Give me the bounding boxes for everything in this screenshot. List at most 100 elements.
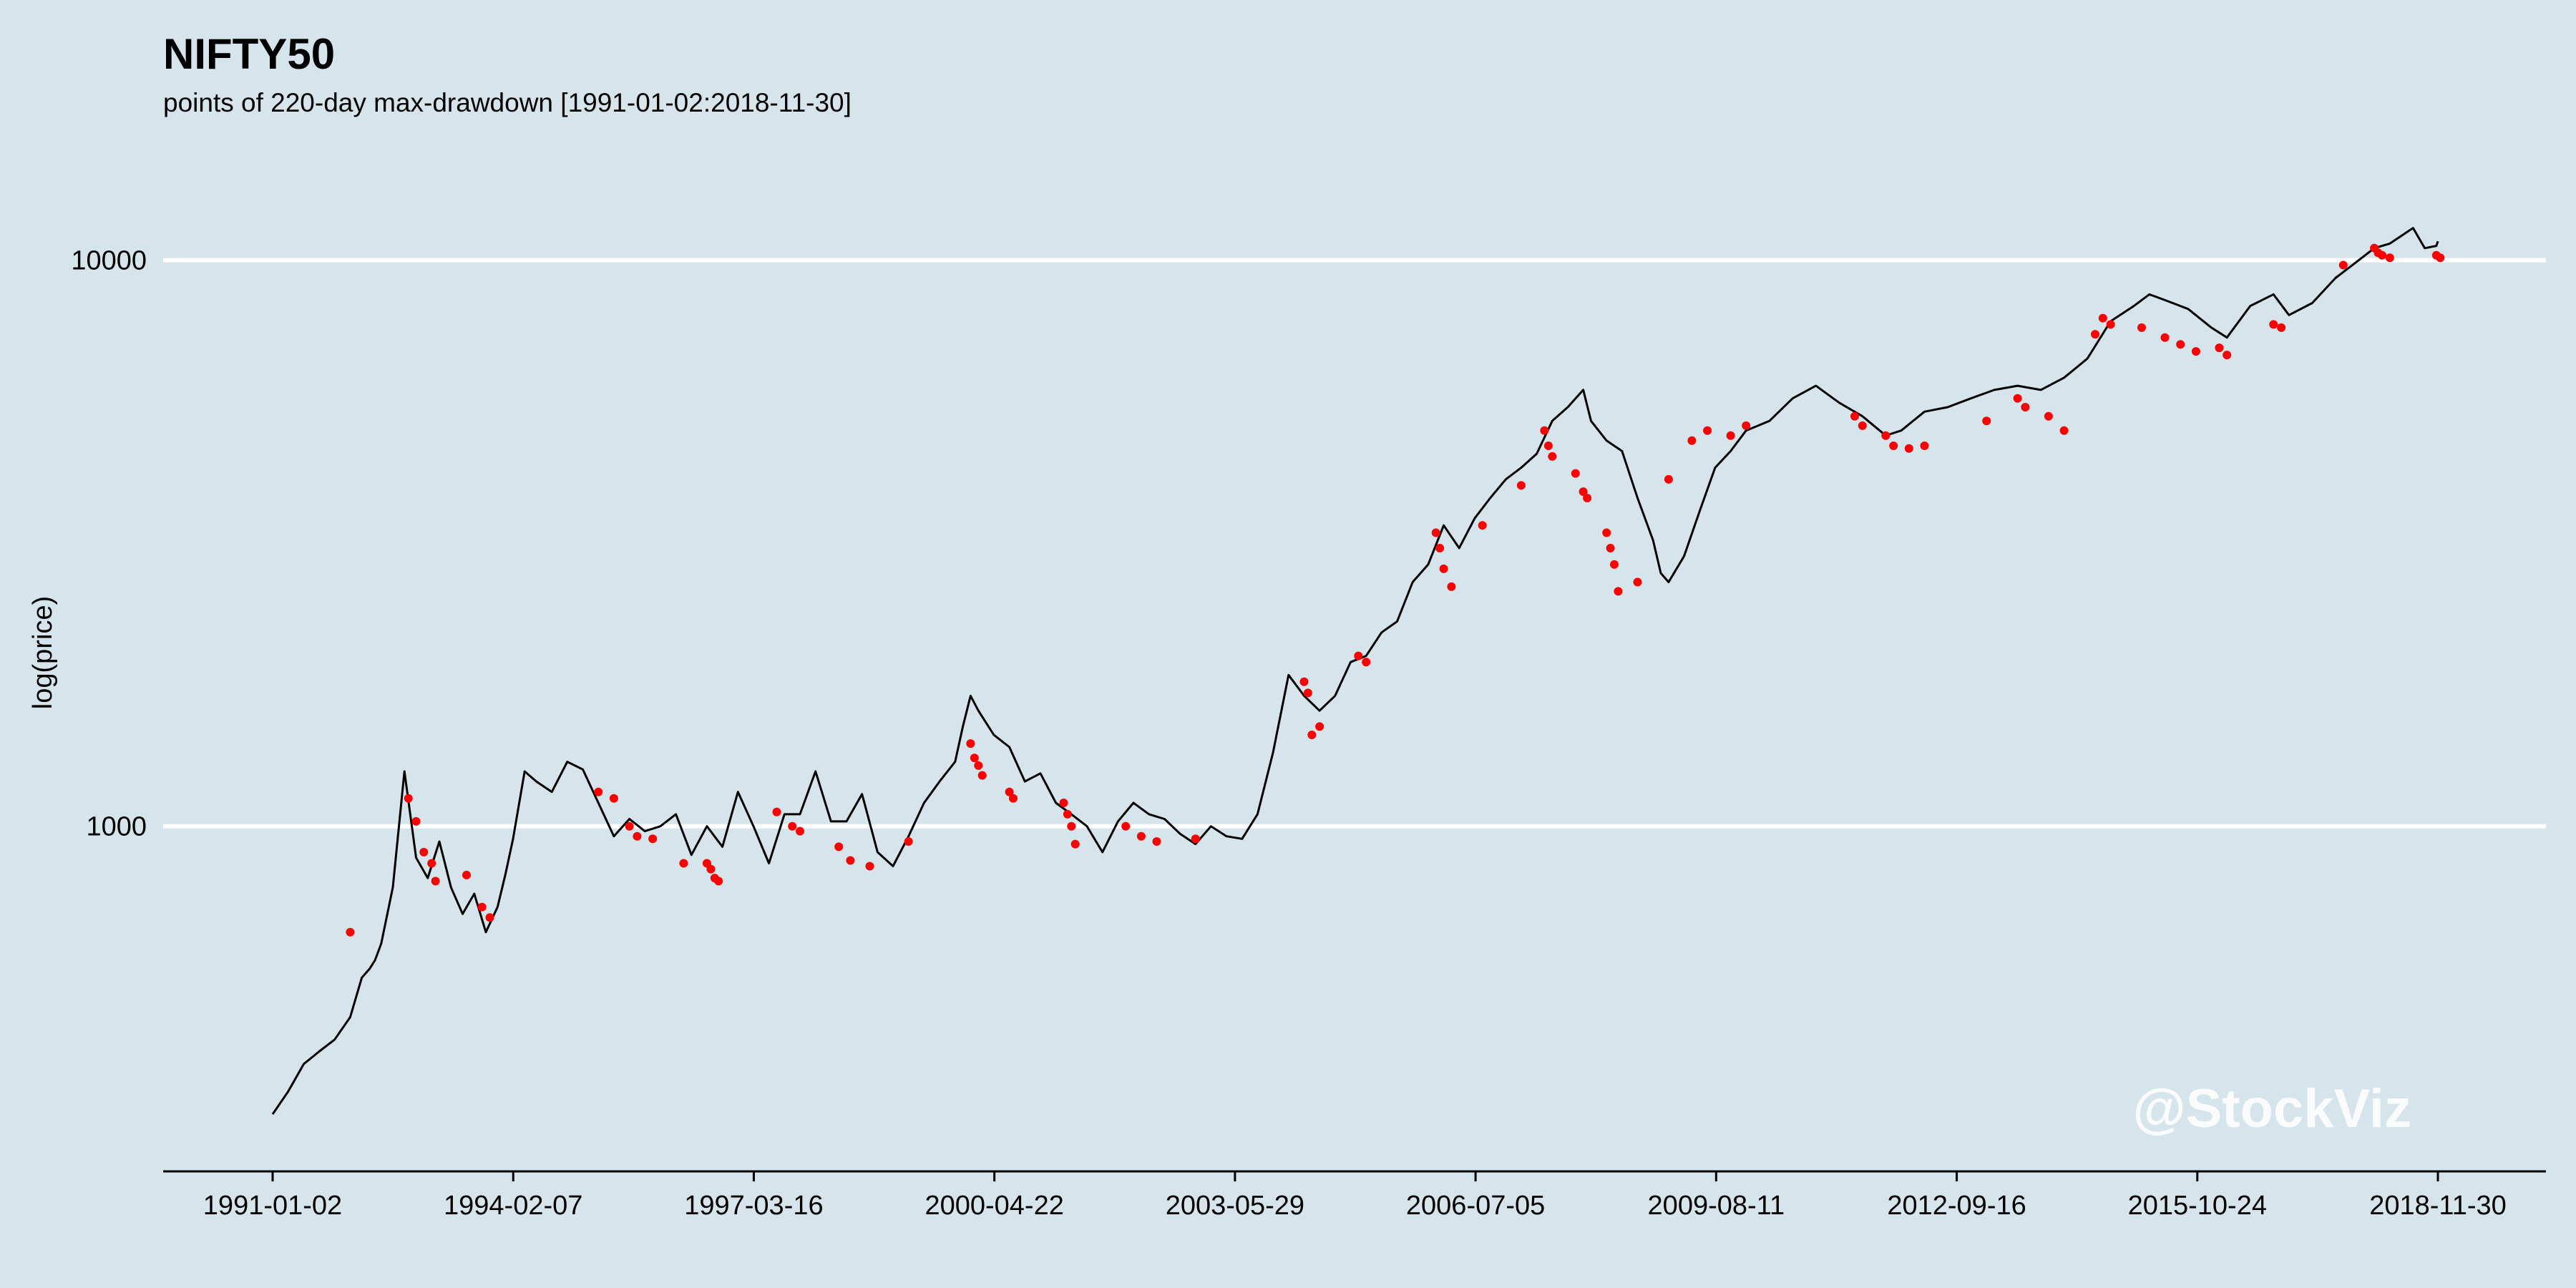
- drawdown-point: [2215, 343, 2224, 353]
- drawdown-point: [1543, 441, 1553, 450]
- drawdown-point: [1540, 426, 1549, 435]
- y-tick-label: 10000: [71, 246, 147, 276]
- drawdown-point: [594, 787, 603, 796]
- drawdown-point: [1881, 431, 1890, 440]
- drawdown-point: [1664, 474, 1673, 484]
- x-ticks: 1991-01-02 1994-02-07 1997-03-16 2000-04-22…: [203, 1171, 2507, 1221]
- drawdown-point: [796, 826, 804, 836]
- drawdown-point: [846, 856, 855, 865]
- drawdown-point: [2013, 394, 2022, 403]
- drawdown-point: [1063, 809, 1072, 819]
- drawdown-point: [1354, 651, 1363, 660]
- drawdown-point: [1850, 411, 1859, 421]
- drawdown-point: [2385, 253, 2394, 263]
- drawdown-point: [1579, 487, 1588, 497]
- drawdown-point: [2191, 347, 2200, 356]
- drawdown-points: [346, 243, 2445, 937]
- drawdown-point: [1982, 416, 1991, 426]
- drawdown-point: [966, 739, 975, 748]
- drawdown-point: [1687, 436, 1697, 445]
- x-tick-label: 2018-11-30: [2369, 1191, 2507, 1221]
- drawdown-point: [1703, 426, 1712, 435]
- watermark: @StockViz: [2133, 1078, 2412, 1139]
- drawdown-point: [427, 859, 436, 868]
- drawdown-point: [1920, 441, 1929, 450]
- drawdown-point: [1070, 839, 1080, 849]
- drawdown-point: [1435, 544, 1445, 552]
- drawdown-point: [2059, 426, 2069, 435]
- x-tick-label: 2015-10-24: [2128, 1191, 2267, 1221]
- drawdown-point: [2021, 403, 2030, 411]
- drawdown-point: [788, 821, 797, 831]
- drawdown-point: [970, 753, 979, 763]
- drawdown-point: [1633, 577, 1642, 587]
- x-tick-label: 2000-04-22: [924, 1191, 1063, 1221]
- drawdown-point: [1610, 560, 1619, 569]
- drawdown-point: [404, 794, 413, 803]
- drawdown-point: [1548, 452, 1557, 461]
- drawdown-point: [714, 877, 723, 886]
- y-tick-labels: 1000 10000: [71, 246, 147, 842]
- drawdown-point: [1431, 528, 1440, 537]
- drawdown-point: [2269, 320, 2278, 329]
- drawdown-point: [1136, 831, 1146, 841]
- drawdown-point: [834, 842, 844, 852]
- drawdown-point: [1889, 441, 1898, 450]
- drawdown-point: [477, 902, 487, 912]
- drawdown-point: [1571, 469, 1580, 478]
- drawdown-point: [977, 771, 987, 780]
- drawdown-point: [706, 864, 716, 874]
- drawdown-point: [609, 794, 618, 803]
- drawdown-point: [431, 877, 440, 886]
- drawdown-point: [1583, 494, 1592, 502]
- drawdown-point: [772, 807, 781, 816]
- drawdown-point: [2338, 260, 2348, 270]
- drawdown-point: [679, 859, 688, 868]
- drawdown-point: [1858, 421, 1867, 430]
- drawdown-point: [904, 837, 913, 846]
- drawdown-point: [1059, 799, 1068, 807]
- drawdown-point: [865, 862, 874, 871]
- drawdown-point: [1009, 794, 1018, 803]
- series-line-price: [271, 227, 2439, 1115]
- x-tick-label: 1994-02-07: [444, 1191, 582, 1221]
- drawdown-point: [1447, 582, 1456, 591]
- drawdown-point: [2137, 323, 2146, 332]
- drawdown-point: [1299, 677, 1309, 686]
- drawdown-point: [2436, 253, 2445, 263]
- drawdown-point: [1602, 528, 1611, 537]
- drawdown-point: [974, 761, 983, 770]
- drawdown-point: [1726, 431, 1735, 440]
- drawdown-point: [462, 870, 471, 879]
- drawdown-point: [648, 834, 658, 844]
- drawdown-point: [1005, 787, 1014, 796]
- chart-subtitle: points of 220-day max-drawdown [1991-01-…: [163, 88, 852, 117]
- drawdown-point: [1742, 421, 1751, 430]
- drawdown-point: [1152, 837, 1161, 846]
- drawdown-point: [2378, 250, 2386, 260]
- drawdown-point: [1516, 481, 1526, 490]
- drawdown-point: [485, 913, 494, 922]
- x-tick-label: 2009-08-11: [1648, 1191, 1785, 1221]
- drawdown-point: [625, 821, 634, 831]
- drawdown-point: [1303, 688, 1312, 698]
- drawdown-point: [633, 831, 642, 841]
- x-tick-label: 2006-07-05: [1406, 1191, 1545, 1221]
- drawdown-point: [1067, 821, 1076, 831]
- x-tick-label: 1991-01-02: [203, 1191, 342, 1221]
- grid-lines: [163, 258, 2546, 829]
- drawdown-point: [1191, 834, 1200, 844]
- drawdown-point: [1362, 658, 1371, 667]
- drawdown-point: [2091, 330, 2099, 339]
- drawdown-point: [1307, 731, 1317, 739]
- drawdown-point: [2098, 313, 2107, 323]
- drawdown-point: [1614, 587, 1623, 596]
- drawdown-point: [2223, 351, 2232, 360]
- drawdown-point: [2277, 323, 2286, 332]
- drawdown-point: [419, 847, 429, 857]
- drawdown-point: [2106, 320, 2115, 329]
- x-tick-label: 2012-09-16: [1887, 1191, 2026, 1221]
- drawdown-point: [2176, 340, 2185, 349]
